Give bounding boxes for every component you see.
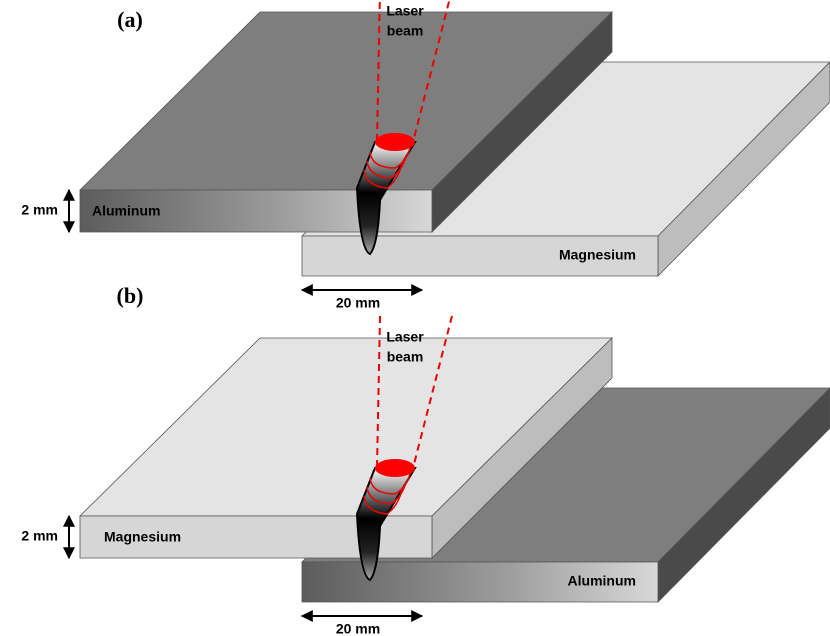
melt-line [363,163,403,189]
melt-line [369,147,411,169]
top-plate-label: Aluminum [92,203,160,219]
beam-label: Laser [386,3,424,19]
melt-line [366,481,407,505]
panel: (a) Laser beam Aluminum Magnesium 2 mm 20 mm [21,0,830,311]
panel: (b) Laser beam Magnesium Aluminum 2 mm 20 mm [21,283,830,636]
bottom-plate-label: Aluminum [568,573,636,589]
laser-beam-edge [412,0,451,143]
overlap-label: 20 mm [336,295,380,311]
thickness-label: 2 mm [21,202,58,218]
bottom-plate-label: Magnesium [559,247,636,263]
laser-spot [375,133,415,151]
melt-line [369,473,411,495]
top-plate-front [79,515,433,559]
melt-line [363,489,403,515]
top-plate-label: Magnesium [104,529,181,545]
melt-line [366,155,407,179]
top-plate-front [79,189,433,233]
laser-spot [375,459,415,477]
bottom-plate-front [301,561,659,603]
overlap-label: 20 mm [336,621,380,636]
laser-beam-edge [376,0,381,143]
panel-label: (a) [117,7,143,32]
laser-beam-edge [412,315,453,469]
laser-beam-edge [376,315,381,469]
thickness-label: 2 mm [21,528,58,544]
beam-label: beam [387,23,424,39]
panel-label: (b) [117,283,144,308]
beam-label: beam [387,349,424,365]
beam-label: Laser [386,329,424,345]
bottom-plate-front [301,235,659,277]
